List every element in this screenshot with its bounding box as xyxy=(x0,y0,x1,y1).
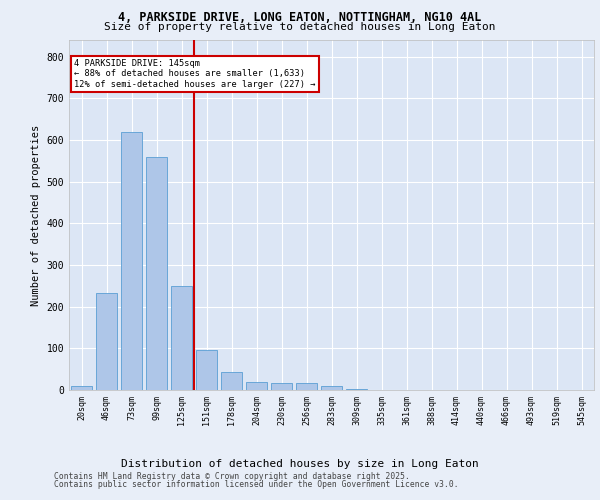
Y-axis label: Number of detached properties: Number of detached properties xyxy=(31,124,41,306)
Text: Distribution of detached houses by size in Long Eaton: Distribution of detached houses by size … xyxy=(121,459,479,469)
Bar xyxy=(171,286,192,390)
Bar xyxy=(346,389,367,390)
Text: 4, PARKSIDE DRIVE, LONG EATON, NOTTINGHAM, NG10 4AL: 4, PARKSIDE DRIVE, LONG EATON, NOTTINGHA… xyxy=(118,11,482,24)
Text: Size of property relative to detached houses in Long Eaton: Size of property relative to detached ho… xyxy=(104,22,496,32)
Bar xyxy=(221,372,242,390)
Text: Contains HM Land Registry data © Crown copyright and database right 2025.: Contains HM Land Registry data © Crown c… xyxy=(54,472,410,481)
Bar xyxy=(246,382,267,390)
Bar xyxy=(196,350,217,390)
Bar xyxy=(146,156,167,390)
Bar xyxy=(96,294,117,390)
Text: 4 PARKSIDE DRIVE: 145sqm
← 88% of detached houses are smaller (1,633)
12% of sem: 4 PARKSIDE DRIVE: 145sqm ← 88% of detach… xyxy=(74,59,316,88)
Bar xyxy=(271,383,292,390)
Bar xyxy=(296,383,317,390)
Bar xyxy=(121,132,142,390)
Bar xyxy=(71,386,92,390)
Bar xyxy=(321,386,342,390)
Text: Contains public sector information licensed under the Open Government Licence v3: Contains public sector information licen… xyxy=(54,480,458,489)
